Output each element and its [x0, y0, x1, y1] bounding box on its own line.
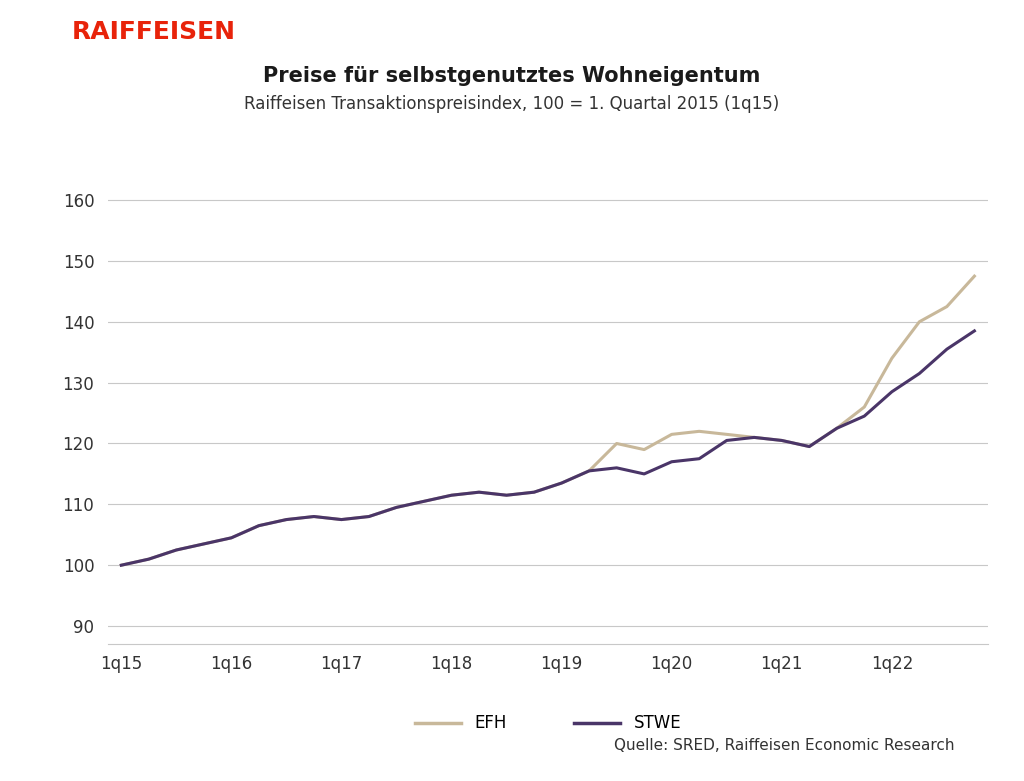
Text: Raiffeisen Transaktionspreisindex, 100 = 1. Quartal 2015 (1q15): Raiffeisen Transaktionspreisindex, 100 =… — [245, 95, 779, 113]
Legend: EFH, STWE: EFH, STWE — [408, 708, 688, 739]
Text: RAIFFEISEN: RAIFFEISEN — [72, 20, 236, 44]
Text: Preise für selbstgenutztes Wohneigentum: Preise für selbstgenutztes Wohneigentum — [263, 66, 761, 87]
Text: Quelle: SRED, Raiffeisen Economic Research: Quelle: SRED, Raiffeisen Economic Resear… — [614, 738, 955, 753]
